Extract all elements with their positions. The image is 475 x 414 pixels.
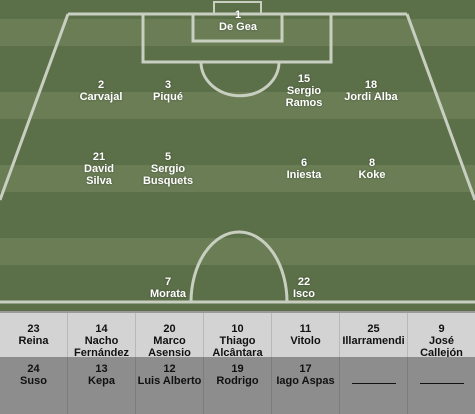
player-right-back[interactable]: 2 Carvajal — [46, 79, 156, 103]
player-midfielder-3[interactable]: 6 Iniesta — [249, 157, 359, 181]
player-number: 18 — [364, 79, 378, 91]
player-number: 20 — [163, 323, 176, 335]
player-number: 21 — [92, 151, 106, 163]
player-number: 9 — [438, 323, 445, 335]
player-number: 5 — [164, 151, 172, 163]
player-name: David Silva — [84, 163, 114, 187]
empty-slot-line — [351, 383, 396, 384]
player-name: Suso — [20, 375, 47, 387]
player-number: 10 — [231, 323, 244, 335]
bench-slot[interactable]: 12 Luis Alberto — [135, 357, 203, 414]
bench-slot-empty[interactable] — [407, 357, 475, 414]
player-number: 24 — [27, 363, 40, 375]
bench-row-1: 23 Reina 14 Nacho Fernández 20 Marco Ase… — [0, 311, 475, 359]
player-number: 23 — [27, 323, 40, 335]
left-touchline — [0, 13, 70, 201]
penalty-arc — [199, 61, 281, 98]
player-number: 1 — [234, 9, 242, 21]
player-name: Luis Alberto — [137, 375, 202, 387]
bench-slot-empty[interactable] — [339, 357, 407, 414]
player-number: 7 — [164, 276, 172, 288]
player-name: Marco Asensio — [148, 335, 191, 359]
player-number: 14 — [95, 323, 108, 335]
player-number: 6 — [300, 157, 308, 169]
player-goalkeeper[interactable]: 1 De Gea — [183, 9, 293, 33]
pitch: 1 De Gea 2 Carvajal 3 Piqué 15 Sergio Ra… — [0, 0, 475, 311]
player-center-back-1[interactable]: 3 Piqué — [113, 79, 223, 103]
bench-slot[interactable]: 9 José Callejón — [407, 313, 475, 359]
player-name: Iniesta — [286, 169, 322, 181]
player-name: Reina — [18, 335, 49, 347]
player-number: 19 — [231, 363, 244, 375]
center-circle — [189, 230, 289, 303]
substitutes-bench: 23 Reina 14 Nacho Fernández 20 Marco Ase… — [0, 311, 475, 414]
player-name: Nacho Fernández — [73, 335, 129, 359]
player-name: Piqué — [153, 91, 183, 103]
player-number: 2 — [97, 79, 105, 91]
player-midfielder-1[interactable]: 21 David Silva — [74, 151, 124, 187]
bench-slot[interactable]: 11 Vitolo — [271, 313, 339, 357]
player-name: Carvajal — [79, 91, 123, 103]
bench-slot[interactable]: 10 Thiago Alcântara — [203, 313, 271, 359]
bench-row-2: 24 Suso 13 Kepa 12 Luis Alberto 19 Rodri… — [0, 357, 475, 414]
player-name: Iago Aspas — [276, 375, 335, 387]
player-number: 17 — [299, 363, 312, 375]
bench-slot[interactable]: 13 Kepa — [67, 357, 135, 414]
bench-slot[interactable]: 23 Reina — [0, 313, 67, 357]
player-name: De Gea — [219, 21, 257, 33]
bench-slot[interactable]: 14 Nacho Fernández — [67, 313, 135, 359]
player-left-back[interactable]: 18 Jordi Alba — [316, 79, 426, 103]
goal-area — [191, 14, 284, 43]
player-name: Thiago Alcântara — [212, 335, 263, 359]
player-forward-1[interactable]: 7 Morata — [113, 276, 223, 300]
player-forward-2[interactable]: 22 Isco — [249, 276, 359, 300]
player-name: Vitolo — [290, 335, 321, 347]
empty-slot-line — [419, 383, 464, 384]
player-midfielder-4[interactable]: 8 Koke — [317, 157, 427, 181]
player-number: 13 — [95, 363, 108, 375]
player-name: Kepa — [88, 375, 115, 387]
player-name: Isco — [292, 288, 315, 300]
player-midfielder-2[interactable]: 5 Sergio Busquets — [133, 151, 203, 187]
player-name: Koke — [358, 169, 386, 181]
player-number: 3 — [164, 79, 172, 91]
player-number: 15 — [297, 73, 311, 85]
player-number: 25 — [367, 323, 380, 335]
player-name: Sergio Ramos — [285, 85, 323, 109]
goal — [213, 1, 262, 15]
bench-slot[interactable]: 19 Rodrigo — [203, 357, 271, 414]
player-name: Illarramendi — [342, 335, 405, 347]
bench-slot[interactable]: 24 Suso — [0, 357, 67, 414]
player-number: 11 — [299, 323, 312, 335]
player-name: Sergio Busquets — [142, 163, 194, 187]
player-name: José Callejón — [420, 335, 463, 359]
player-name: Rodrigo — [216, 375, 259, 387]
right-touchline — [405, 13, 475, 201]
player-name: Morata — [149, 288, 187, 300]
player-center-back-2[interactable]: 15 Sergio Ramos — [274, 73, 334, 109]
bench-slot[interactable]: 25 Illarramendi — [339, 313, 407, 357]
player-name: Jordi Alba — [344, 91, 398, 103]
pitch-markings — [0, 1, 475, 304]
player-number: 12 — [163, 363, 176, 375]
penalty-area — [141, 14, 333, 64]
player-number: 22 — [297, 276, 311, 288]
player-number: 8 — [368, 157, 376, 169]
bench-slot[interactable]: 20 Marco Asensio — [135, 313, 203, 359]
bench-slot[interactable]: 17 Iago Aspas — [271, 357, 339, 414]
